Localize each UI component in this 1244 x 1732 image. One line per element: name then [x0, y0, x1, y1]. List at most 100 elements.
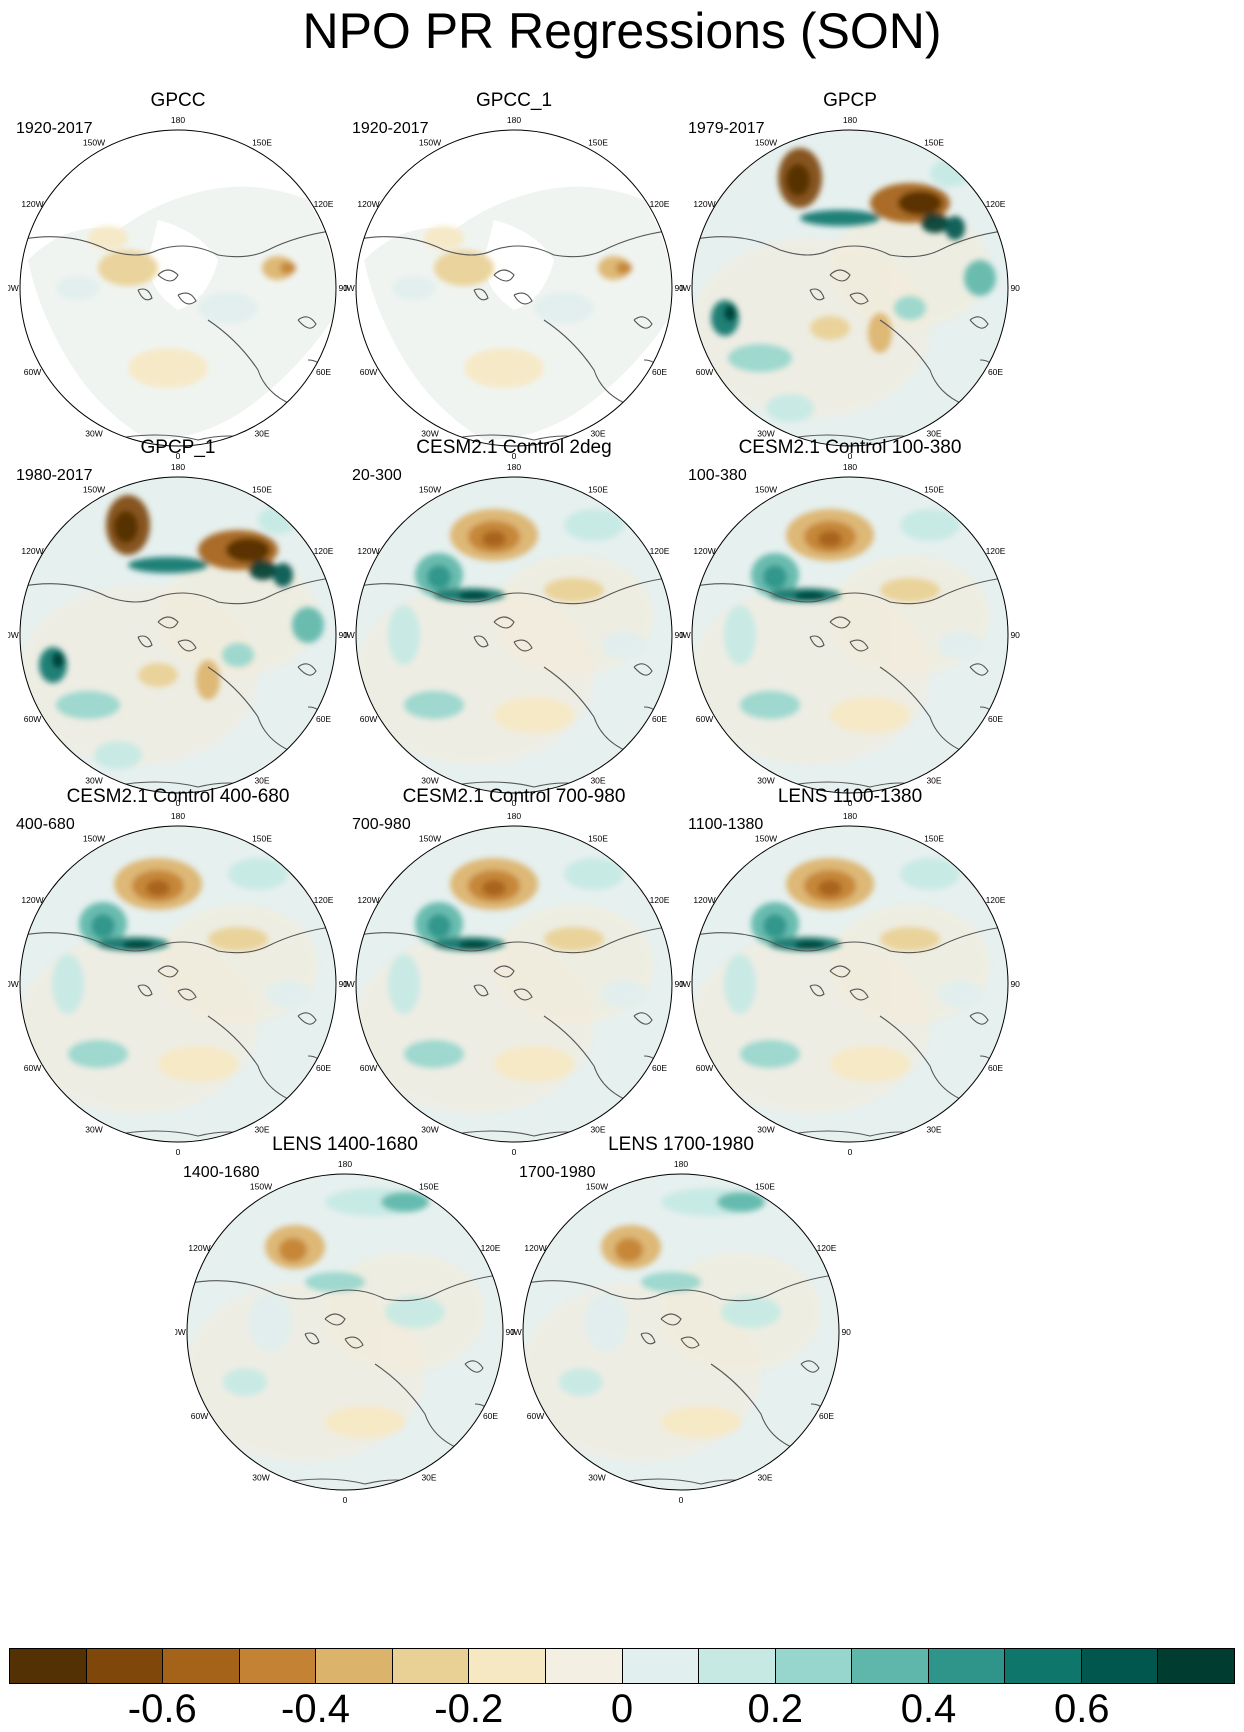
longitude-label: 120E	[986, 895, 1006, 905]
longitude-label: 30W	[421, 776, 438, 786]
map-panel-cesm-700-980: CESM2.1 Control 700-980 700-980 180 150E 120…	[344, 786, 684, 1156]
panel-period: 1979-2017	[688, 120, 765, 137]
polar-map: 180 150E 120E 90E 60E 30E 0 30W 60W 90W 120W 150W	[175, 1159, 515, 1504]
longitude-label: 120W	[693, 546, 715, 556]
longitude-label: 150E	[588, 485, 608, 495]
panel-period: 100-380	[688, 467, 747, 484]
longitude-label: 150W	[419, 485, 441, 495]
panel-title: LENS 1400-1680	[272, 1134, 418, 1155]
longitude-label: 0	[176, 451, 181, 460]
longitude-label: 180	[843, 115, 857, 125]
longitude-label: 90E	[338, 979, 348, 989]
longitude-label: 150E	[419, 1182, 439, 1192]
panel-title: LENS 1100-1380	[777, 786, 923, 807]
colorbar-box	[1005, 1649, 1082, 1683]
longitude-label: 120W	[21, 199, 43, 209]
colorbar-tick-label: -0.4	[281, 1687, 350, 1731]
longitude-label: 120E	[986, 199, 1006, 209]
longitude-label: 180	[507, 462, 521, 472]
longitude-label: 150E	[252, 138, 272, 148]
colorbar-box	[316, 1649, 393, 1683]
map-panel-lens-1700-1980: LENS 1700-1980 1700-1980 180 150E 120E 90E 60E…	[511, 1134, 851, 1504]
longitude-label: 150W	[250, 1182, 272, 1192]
colorbar	[9, 1648, 1235, 1684]
longitude-label: 60E	[483, 1411, 498, 1421]
longitude-label: 0	[848, 451, 853, 460]
longitude-label: 60W	[24, 367, 41, 377]
longitude-label: 150E	[924, 138, 944, 148]
panel-title: GPCC	[150, 90, 206, 111]
longitude-label: 30W	[588, 1473, 605, 1483]
longitude-label: 120W	[357, 895, 379, 905]
longitude-label: 30E	[757, 1473, 772, 1483]
map-panel-gpcp: GPCP 1979-2017 180 150E 120E 90E 60E 30E 0 30W 60W…	[680, 90, 1020, 460]
colorbar-box	[775, 1649, 853, 1683]
longitude-label: 150E	[755, 1182, 775, 1192]
longitude-label: 60E	[652, 1063, 667, 1073]
longitude-label: 120E	[986, 546, 1006, 556]
panel-title: GPCP_1	[140, 437, 216, 458]
longitude-label: 90W	[8, 283, 19, 293]
colorbar-tick-label: 0	[610, 1687, 634, 1731]
panel-period: 1100-1380	[688, 816, 764, 833]
longitude-label: 30W	[85, 429, 102, 439]
longitude-label: 0	[512, 798, 517, 807]
longitude-label: 120W	[693, 199, 715, 209]
polar-map: 180 150E 120E 90E 60E 30E 0 30W 60W 90W 120W 150W	[680, 811, 1020, 1156]
longitude-label: 150W	[586, 1182, 608, 1192]
polar-map: 180 150E 120E 90E 60E 30E 0 30W 60W 90W 120W 150W	[344, 115, 684, 460]
longitude-label: 30W	[85, 776, 102, 786]
longitude-label: 90W	[680, 979, 691, 989]
longitude-label: 150W	[755, 138, 777, 148]
longitude-label: 0	[343, 1495, 348, 1504]
longitude-label: 60E	[988, 1063, 1003, 1073]
longitude-label: 60W	[696, 714, 713, 724]
panel-period: 1400-1680	[183, 1164, 260, 1181]
panel-title: CESM2.1 Control 700-980	[402, 786, 626, 807]
panel-period: 1920-2017	[352, 120, 429, 137]
panel-period: 20-300	[352, 467, 402, 484]
longitude-label: 30E	[254, 1125, 269, 1135]
longitude-label: 60W	[696, 1063, 713, 1073]
longitude-label: 120E	[817, 1243, 837, 1253]
colorbar-box	[699, 1649, 776, 1683]
longitude-label: 150W	[83, 485, 105, 495]
polar-map: 180 150E 120E 90E 60E 30E 0 30W 60W 90W 120W 150W	[8, 462, 348, 807]
polar-map: 180 150E 120E 90E 60E 30E 0 30W 60W 90W 120W 150W	[344, 462, 684, 807]
longitude-label: 150W	[755, 485, 777, 495]
longitude-label: 60W	[360, 367, 377, 377]
longitude-label: 120E	[481, 1243, 501, 1253]
colorbar-box	[163, 1649, 240, 1683]
colorbar-box	[10, 1649, 87, 1683]
polar-map: 180 150E 120E 90E 60E 30E 0 30W 60W 90W 120W 150W	[344, 811, 684, 1156]
map-panel-cesm-400-680: CESM2.1 Control 400-680 400-680 180 150E 120…	[8, 786, 348, 1156]
longitude-label: 30E	[421, 1473, 436, 1483]
longitude-label: 30W	[421, 1125, 438, 1135]
longitude-label: 120W	[21, 895, 43, 905]
longitude-label: 90E	[338, 283, 348, 293]
longitude-label: 90W	[680, 283, 691, 293]
longitude-label: 180	[507, 811, 521, 821]
longitude-label: 30E	[590, 1125, 605, 1135]
longitude-label: 60E	[316, 367, 331, 377]
map-panel-gpcc-1: GPCC_1 1920-2017 180 150E 120E 90E 60E 30E 0 30W 6…	[344, 90, 684, 460]
colorbar-box	[86, 1649, 164, 1683]
map-panel-gpcp-1: GPCP_1 1980-2017 180 150E 120E 90E 60E 30E 0 30W 6…	[8, 437, 348, 807]
longitude-label: 180	[843, 462, 857, 472]
longitude-label: 150E	[252, 834, 272, 844]
longitude-label: 120W	[524, 1243, 546, 1253]
longitude-label: 120W	[188, 1243, 210, 1253]
longitude-label: 30W	[757, 429, 774, 439]
longitude-label: 180	[171, 811, 185, 821]
longitude-label: 60W	[360, 714, 377, 724]
colorbar-box	[1081, 1649, 1159, 1683]
longitude-label: 150W	[755, 834, 777, 844]
longitude-label: 150E	[252, 485, 272, 495]
longitude-label: 30E	[590, 429, 605, 439]
longitude-label: 30E	[254, 776, 269, 786]
longitude-label: 90W	[344, 630, 355, 640]
panel-title: LENS 1700-1980	[608, 1134, 754, 1155]
panel-period: 700-980	[352, 816, 411, 833]
longitude-label: 30W	[421, 429, 438, 439]
longitude-label: 60W	[696, 367, 713, 377]
